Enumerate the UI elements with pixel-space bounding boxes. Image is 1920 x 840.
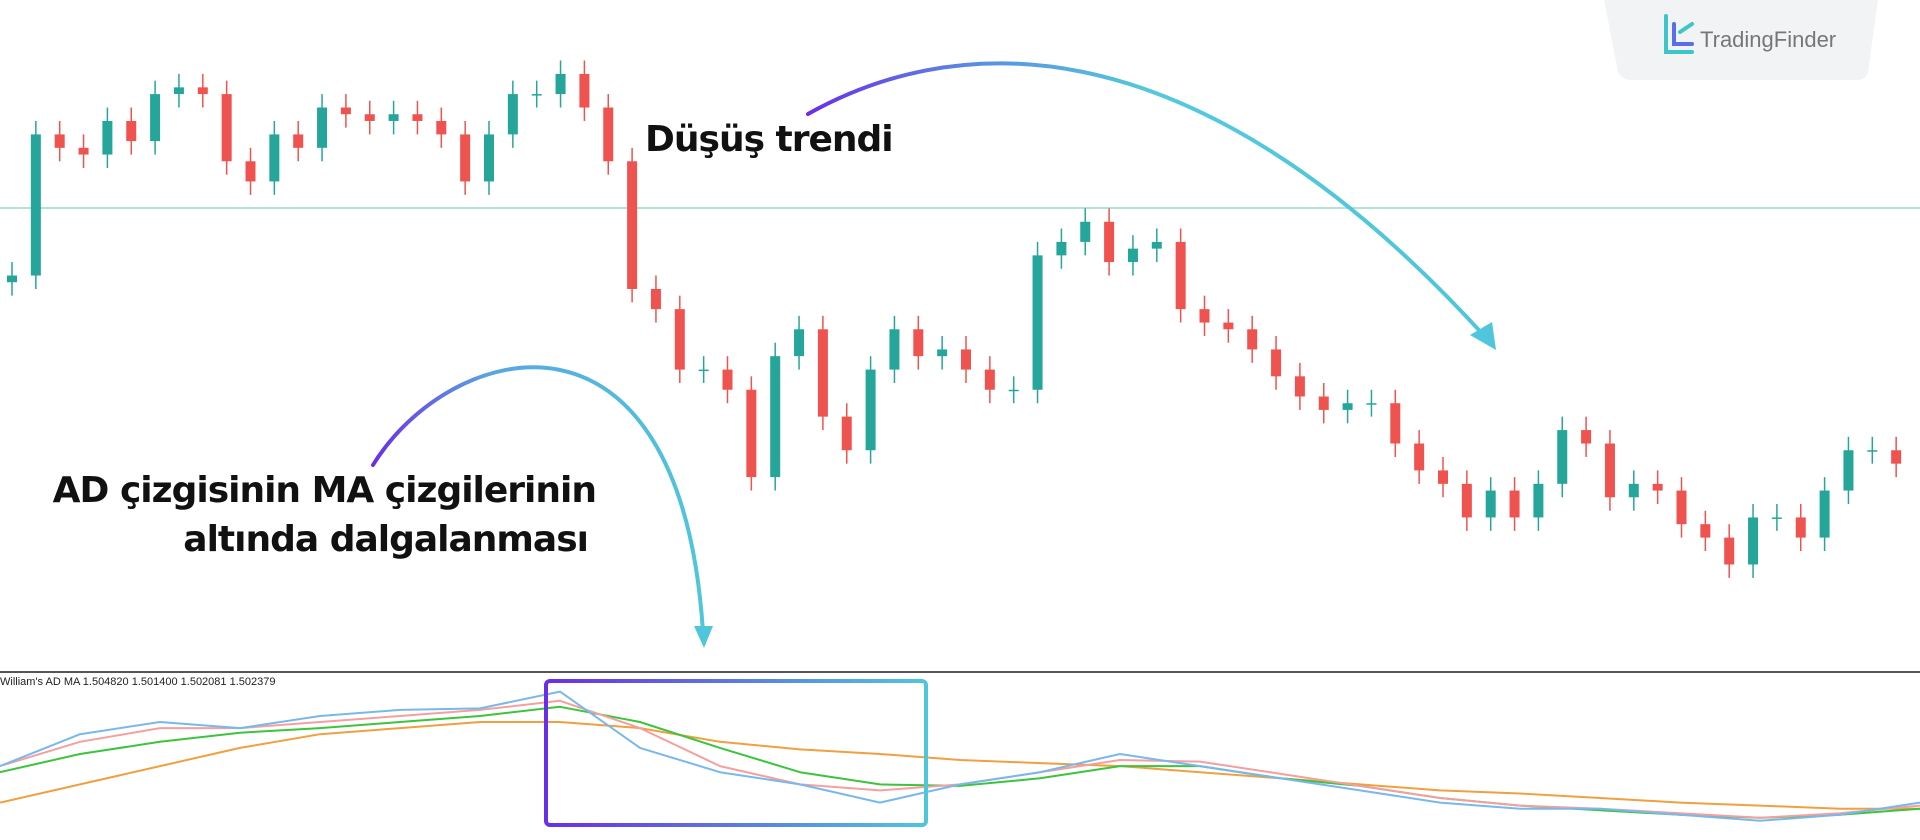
trend-arrow: [806, 61, 1490, 342]
candle-body: [460, 134, 471, 182]
candle-body: [1748, 517, 1759, 565]
candle-body: [150, 94, 161, 142]
indicator-title: William's AD MA 1.504820 1.501400 1.5020…: [0, 676, 275, 688]
candle-body: [1557, 430, 1568, 484]
candle-body: [54, 134, 65, 148]
candle-body: [770, 356, 781, 478]
candle-body: [937, 349, 948, 357]
candle-body: [269, 134, 280, 182]
candle-body: [1628, 483, 1639, 498]
candle-body: [1390, 403, 1401, 444]
candle-body: [1223, 322, 1234, 330]
ad-arrow: [371, 365, 705, 634]
candle-body: [197, 87, 208, 95]
indicator-line: [0, 690, 1920, 822]
candle-body: [102, 120, 113, 155]
candle-body: [1414, 443, 1425, 471]
candle-body: [1485, 490, 1496, 518]
candle-body: [579, 73, 590, 108]
candle-body: [484, 134, 494, 182]
candle-body: [1151, 241, 1162, 249]
candle-body: [1533, 483, 1544, 518]
candle-body: [1509, 490, 1520, 518]
candle-body: [1843, 450, 1854, 491]
candle-body: [126, 120, 137, 142]
indicator-line: [0, 705, 1920, 819]
highlight-box: [544, 679, 928, 827]
candle-body: [1461, 483, 1472, 518]
candle-body: [245, 161, 256, 182]
candle-body: [913, 329, 924, 357]
candle-body: [1438, 470, 1448, 484]
arrow-head: [1470, 322, 1496, 350]
candle-body: [650, 288, 661, 310]
candle-body: [1724, 537, 1735, 565]
candle-body: [603, 107, 614, 162]
candle-body: [531, 94, 542, 96]
candle-body: [1056, 241, 1067, 256]
candle-body: [1294, 376, 1305, 397]
candle-body: [1652, 483, 1663, 491]
candle-body: [865, 369, 876, 451]
candle-body: [1247, 329, 1258, 350]
candle-body: [674, 309, 685, 370]
candle-body: [340, 107, 351, 115]
candle-body: [436, 120, 447, 135]
candle-body: [841, 416, 852, 451]
candle-body: [817, 329, 828, 417]
candle-body: [293, 134, 304, 148]
ad-annotation: altında dalgalanması: [183, 519, 588, 560]
candle-body: [555, 73, 566, 95]
logo-box: [1604, 0, 1878, 80]
candle-body: [30, 134, 41, 276]
ad-annotation: AD çizgisinin MA çizgilerinin: [53, 470, 596, 511]
candle-body: [1199, 309, 1210, 323]
candle-body: [1080, 221, 1091, 242]
candle-body: [1366, 403, 1377, 405]
arrow-head: [694, 626, 713, 648]
candle-body: [1175, 241, 1186, 310]
candle-body: [1676, 490, 1687, 525]
logo-icon: [1664, 14, 1694, 54]
candle-body: [364, 114, 375, 121]
logo-text: TradingFinder: [1700, 27, 1836, 52]
candle-body: [507, 94, 518, 135]
candle-body: [1342, 403, 1353, 410]
candle-body: [221, 94, 232, 162]
candle-body: [961, 349, 971, 370]
candle-body: [1771, 517, 1782, 519]
candle-body: [984, 369, 995, 390]
candle-body: [317, 107, 328, 148]
trend-annotation: Düşüş trendi: [645, 119, 893, 160]
candle-body: [173, 87, 184, 95]
candle-body: [627, 161, 638, 289]
candle-body: [1604, 443, 1615, 498]
candle-body: [1795, 517, 1806, 538]
candles: [7, 60, 1902, 578]
candle-body: [698, 369, 709, 372]
candle-body: [1008, 389, 1019, 392]
candle-body: [388, 114, 399, 121]
indicator-line: [0, 721, 1920, 810]
candle-body: [78, 147, 89, 155]
candle-body: [1700, 524, 1711, 538]
candle-body: [7, 275, 17, 283]
candle-body: [889, 329, 900, 370]
indicator: [0, 690, 1920, 822]
candle-body: [1271, 349, 1282, 377]
candle-body: [1581, 430, 1592, 444]
candle-body: [1819, 490, 1830, 538]
candle-body: [746, 389, 757, 478]
candle-body: [1318, 396, 1329, 410]
candle-body: [794, 329, 805, 357]
candle-body: [1867, 450, 1878, 452]
candle-body: [1127, 248, 1138, 263]
candle-body: [1032, 255, 1043, 390]
candle-body: [722, 369, 733, 390]
candle-body: [1891, 450, 1902, 464]
candle-body: [1104, 221, 1115, 263]
candle-body: [412, 114, 423, 121]
